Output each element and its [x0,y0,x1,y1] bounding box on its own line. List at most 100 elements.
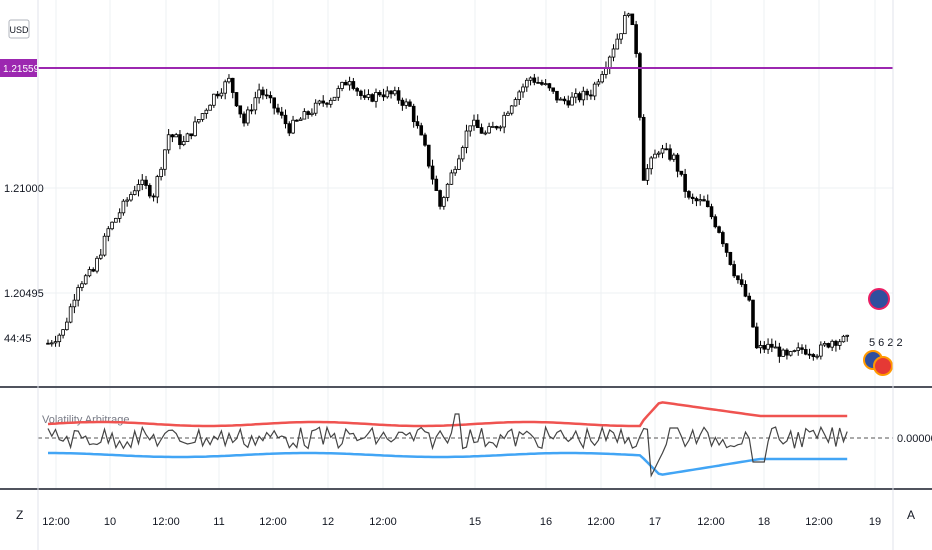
candle [721,230,725,247]
candle-body [230,77,235,93]
economic-events[interactable]: 5 6 2 2 [863,288,903,376]
candle-body [513,99,518,107]
candle [110,221,114,231]
time-tick-label: 12:00 [697,516,725,528]
candle [185,132,190,142]
candle-body [796,347,801,351]
candle-body [370,94,375,102]
candle-body [830,340,834,348]
candle [61,329,65,339]
candle-body [261,89,265,96]
candle-body [393,90,397,95]
candle [830,339,834,352]
candle-body [728,251,733,265]
candle-body [336,88,341,98]
candle [362,89,367,100]
auto-scale-button[interactable]: A [907,508,916,522]
candle [178,129,182,150]
candle [72,293,77,314]
candle-body [313,102,318,114]
event-flag-icon[interactable] [873,356,893,376]
candle [826,342,831,349]
candle [679,170,684,177]
candle [558,97,563,101]
candle [272,97,276,115]
candle-body [517,91,522,100]
candle [438,189,442,210]
candle [426,144,431,169]
candle [596,78,601,87]
current-price-badge [0,59,37,77]
candle-body [340,81,344,89]
candle [619,33,623,45]
candle [95,255,99,274]
candle [57,333,62,347]
candle-body [592,83,597,97]
candle [449,169,454,185]
candle-body [464,130,469,148]
candle-body [555,90,559,101]
candle [690,193,695,204]
candle [837,339,842,350]
candle [151,193,156,202]
candle-body [498,126,503,129]
candle-body [607,56,612,69]
candle-body [57,334,62,343]
candle [400,97,405,111]
candle [604,61,608,79]
candle-body [264,94,269,97]
candle-body [310,112,314,115]
candle [208,104,212,111]
candle-body [660,148,665,154]
candle-body [272,97,276,109]
candle-body [415,121,420,127]
price-tick-label: 1.21000 [4,183,44,195]
candle [592,81,597,101]
candle [645,164,650,185]
event-flag-icon[interactable] [868,288,890,310]
candle-body [80,283,84,288]
candle [460,145,465,162]
timezone-button[interactable]: Z [16,508,24,522]
candle [129,191,133,202]
candle-body [155,176,160,198]
candle [212,93,216,108]
candle [344,79,348,86]
candle-body [212,93,216,106]
candle [283,109,288,129]
candle [268,91,273,104]
candle [147,183,152,199]
candle [174,132,178,138]
candle [234,92,239,108]
candle [807,348,812,359]
candle [822,341,827,347]
candle-body [389,90,393,95]
candle [261,86,265,100]
candle-body [487,126,491,134]
candle [713,214,718,229]
candle [672,152,676,162]
candle [415,115,420,129]
candle [660,144,665,159]
candle-body [53,341,58,344]
candle-body [687,191,691,198]
candle-body [615,38,620,50]
candle-body [524,79,529,88]
candle-body [672,154,676,160]
candle-body [540,82,544,85]
candle [521,83,525,98]
time-axis: 12:00 10 12:00 11 12:00 12 12:00 15 16 12:00 17 12:… [42,516,881,528]
candle [298,117,303,121]
currency-button[interactable] [8,19,30,39]
candle-body [377,92,382,96]
candle [336,85,341,101]
candle [393,86,397,97]
candle [494,125,499,131]
candle [796,342,801,356]
candle-body [325,102,329,105]
time-tick-label: 12:00 [152,516,180,528]
candle [76,284,80,307]
candle [528,76,533,86]
candle-body [208,104,212,111]
